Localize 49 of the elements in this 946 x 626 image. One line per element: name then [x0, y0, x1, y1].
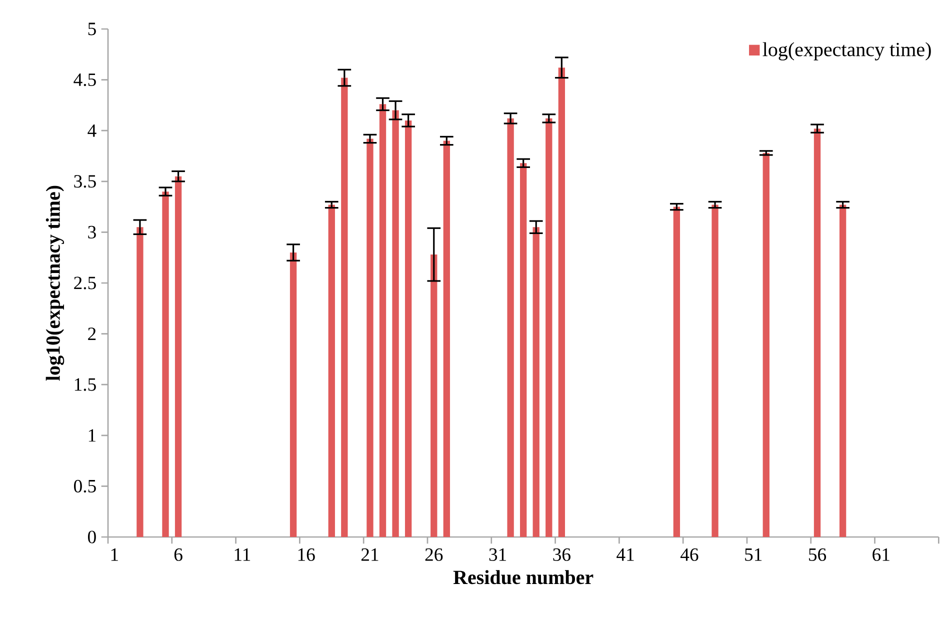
bar — [290, 252, 297, 537]
bar — [341, 78, 348, 537]
y-tick-label: 1 — [88, 429, 96, 442]
x-tick-label: 56 — [809, 548, 826, 561]
y-axis-title: log10(expectnacy time) — [46, 186, 64, 381]
bar — [762, 152, 770, 537]
bar — [673, 206, 680, 537]
bar — [546, 118, 552, 537]
bar — [520, 163, 527, 537]
y-tick-label: 0.5 — [74, 480, 96, 493]
x-tick-label: 41 — [616, 548, 634, 561]
bar — [839, 204, 846, 537]
y-tick-label: 2 — [88, 328, 96, 340]
x-tick-label: 51 — [745, 548, 762, 561]
bar — [532, 227, 540, 537]
bar — [712, 204, 718, 537]
bar — [162, 192, 169, 537]
y-tick-label: 1.5 — [74, 378, 96, 391]
bar — [366, 138, 374, 537]
y-tick-label: 4.5 — [74, 74, 96, 86]
y-tick-label: 5 — [88, 22, 96, 36]
y-tick-label: 4 — [88, 124, 96, 137]
x-axis-title: Residue number — [453, 570, 594, 584]
legend-label: log(expectancy time) — [762, 42, 931, 60]
x-tick-label: 1 — [111, 548, 118, 561]
x-tick-label: 11 — [234, 548, 250, 561]
x-tick-label: 21 — [361, 548, 378, 561]
x-tick-label: 46 — [680, 548, 698, 561]
bar — [174, 176, 182, 537]
bar — [507, 118, 514, 537]
bar — [443, 140, 450, 537]
bar — [328, 204, 335, 537]
x-tick-label: 36 — [553, 548, 570, 561]
bar — [814, 128, 821, 537]
x-tick-label: 61 — [872, 548, 890, 561]
bar — [379, 104, 386, 537]
x-tick-label: 6 — [174, 548, 182, 561]
bar — [404, 120, 412, 537]
bar — [430, 254, 438, 537]
x-tick-label: 16 — [298, 548, 315, 561]
x-tick-label: 31 — [489, 548, 506, 561]
y-tick-label: 2.5 — [74, 276, 96, 290]
bar — [136, 227, 144, 537]
y-tick-label: 3 — [88, 226, 96, 238]
x-tick-label: 26 — [425, 548, 443, 561]
y-tick-label: 0 — [88, 530, 96, 544]
y-tick-label: 3.5 — [74, 175, 96, 188]
bar — [558, 68, 566, 537]
bar — [392, 110, 399, 537]
